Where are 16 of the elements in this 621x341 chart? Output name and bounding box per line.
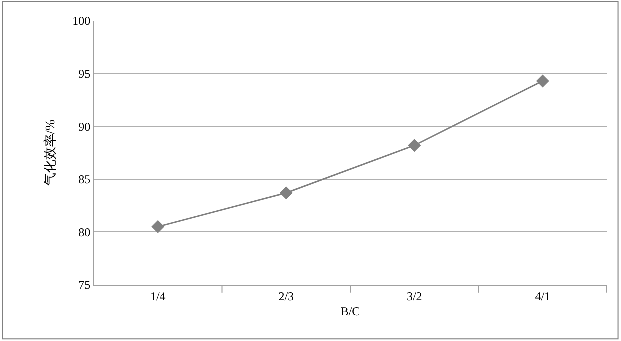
- y-tick-label: 75: [78, 278, 91, 292]
- y-tick-label: 80: [78, 225, 91, 240]
- x-tick-label: 1/4: [150, 289, 166, 304]
- y-tick-label: 100: [72, 14, 91, 28]
- y-tick-label: 90: [78, 120, 91, 134]
- point: [152, 220, 165, 234]
- y-tick-label: 95: [78, 67, 91, 81]
- y-tick-label: 85: [78, 172, 91, 187]
- x-tick-label: 4/1: [535, 289, 551, 304]
- point: [408, 139, 422, 152]
- y-axis-title: 气化效率/%: [42, 120, 58, 186]
- x-tick-label: 3/2: [406, 289, 422, 304]
- x-tick-label: 2/3: [278, 289, 294, 304]
- point: [280, 186, 293, 200]
- x-axis-title: B/C: [340, 304, 360, 318]
- point: [536, 74, 550, 88]
